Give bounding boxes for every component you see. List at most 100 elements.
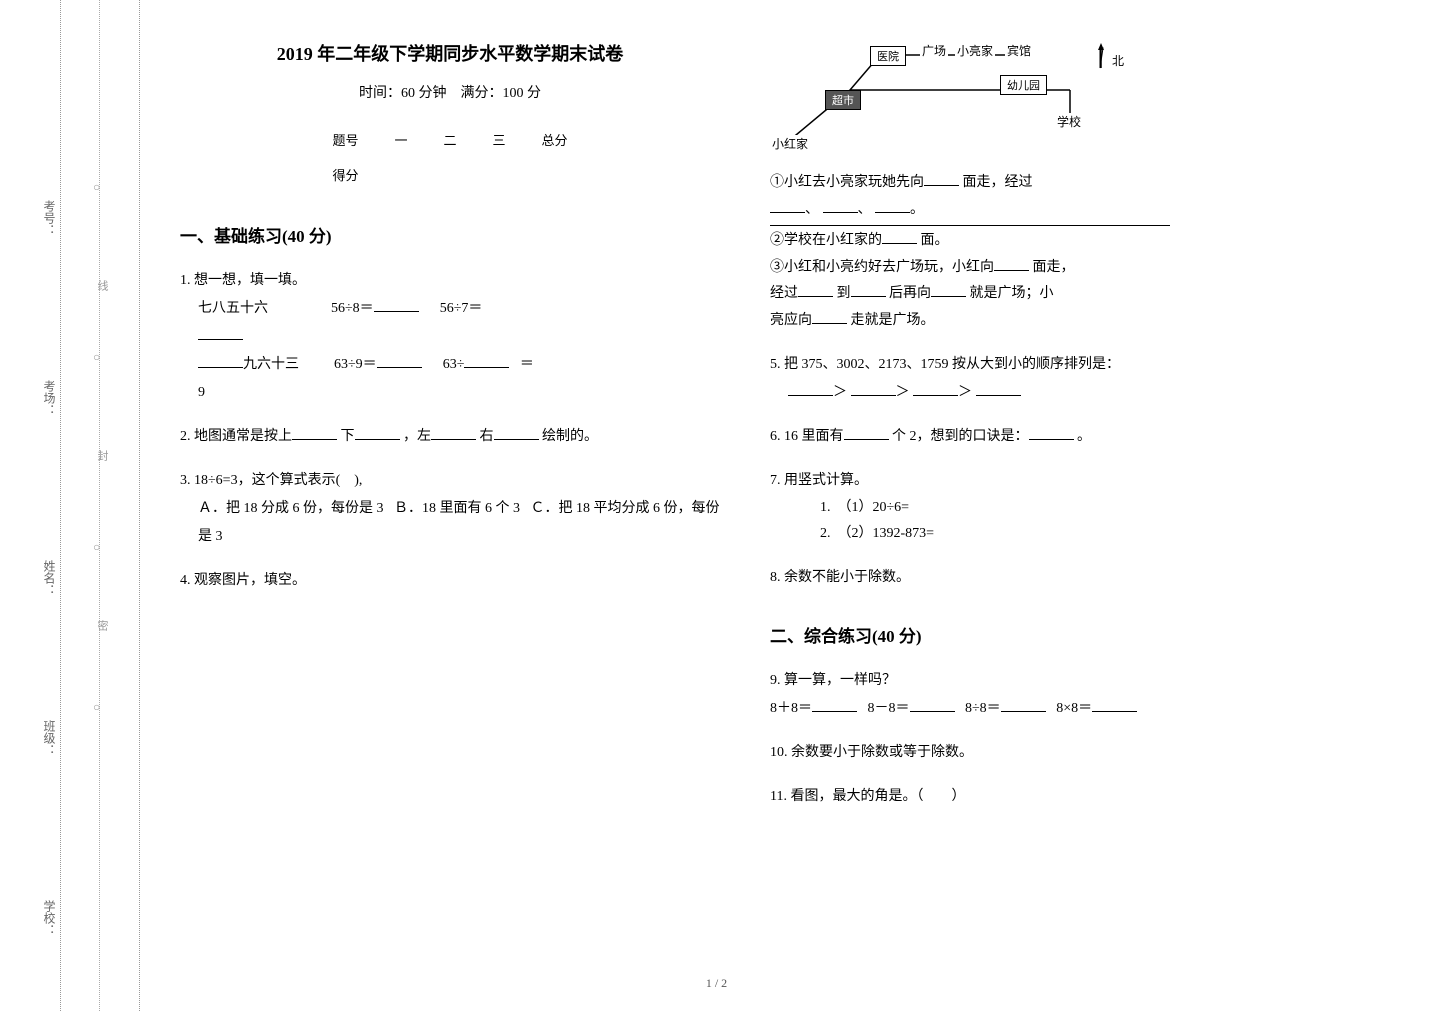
fill-blank	[1092, 698, 1137, 712]
score-header-2: 二	[425, 122, 474, 157]
q5-answer-line: ＞ ＞ ＞	[788, 379, 1290, 407]
q2-suffix: 绘制的。	[542, 429, 598, 444]
q2-num: 2.	[180, 429, 191, 444]
q4-sub1-b: 面走，经过	[963, 175, 1033, 190]
q4-sub2-b: 面。	[921, 233, 949, 248]
q8-num: 8.	[770, 570, 781, 585]
q8-text: 余数不能小于除数。	[784, 570, 910, 585]
fill-blank	[377, 354, 422, 368]
q4-sub2: ②学校在小红家的 面。	[770, 228, 1290, 255]
fill-blank	[882, 230, 917, 244]
question-4: 4. 观察图片，填空。	[180, 567, 720, 595]
fill-blank	[851, 283, 886, 297]
fill-blank	[198, 354, 243, 368]
fill-blank	[1001, 698, 1046, 712]
fill-blank	[431, 426, 476, 440]
q1-line1-a: 七八五十六	[198, 301, 268, 316]
q9-expr1: 8＋8＝	[770, 701, 812, 716]
q3-num: 3.	[180, 473, 191, 488]
q7-sublist: 1. （1）20÷6= 2. （2）1392-873=	[820, 495, 1290, 548]
fill-blank	[875, 199, 910, 213]
fill-blank	[812, 310, 847, 324]
score-cell	[376, 157, 425, 192]
q4-text: 观察图片，填空。	[194, 573, 306, 588]
score-header-1: 一	[376, 122, 425, 157]
q5-text: 把 375、3002、2173、1759 按从大到小的顺序排列是：	[784, 357, 1120, 372]
diagram-school: 学校	[1055, 113, 1083, 130]
q4-sub1-a: ①小红去小亮家玩她先向	[770, 175, 924, 190]
q10-text: 余数要小于除数或等于除数。	[791, 745, 973, 760]
q9-expressions: 8＋8＝ 8－8＝ 8÷8＝ 8×8＝	[770, 695, 1290, 723]
q7-sub1-num: 1.	[820, 500, 831, 515]
q4-sub3-g: 亮应向	[770, 313, 812, 328]
q4-sub3-b: 面走，	[1033, 260, 1075, 275]
exam-title: 2019 年二年级下学期同步水平数学期末试卷	[180, 40, 720, 66]
q7-sub2-num: 2.	[820, 526, 831, 541]
fill-blank	[931, 283, 966, 297]
fill-blank	[788, 382, 833, 396]
content-columns: 2019 年二年级下学期同步水平数学期末试卷 时间：60 分钟 满分：100 分…	[180, 40, 1400, 827]
binding-label-room: 考场：	[41, 380, 58, 416]
q1-line1: 七八五十六 56÷8＝ 56÷7＝	[198, 295, 720, 351]
binding-strip: 学校： 班级： 姓名： 考场： 考号： ○ ○ ○ ○ 密 封 线	[60, 0, 140, 1011]
fill-blank	[464, 354, 509, 368]
score-cell	[524, 157, 586, 192]
left-column: 2019 年二年级下学期同步水平数学期末试卷 时间：60 分钟 满分：100 分…	[180, 40, 750, 827]
fill-blank	[913, 382, 958, 396]
seal-char-xian: 线	[94, 280, 110, 291]
fill-blank	[910, 698, 955, 712]
q9-num: 9.	[770, 673, 781, 688]
q4-sub2-a: ②学校在小红家的	[770, 233, 882, 248]
section1-title: 一、基础练习(40 分)	[180, 222, 720, 247]
binding-label-class: 班级：	[41, 720, 58, 756]
score-header-num: 题号	[314, 122, 376, 157]
gt-3: ＞	[958, 385, 972, 400]
seal-char-mi: 密	[94, 620, 110, 631]
gt-2: ＞	[896, 385, 910, 400]
divider-line	[770, 225, 1170, 226]
binding-label-name: 姓名：	[41, 560, 58, 596]
diagram-hospital: 医院	[870, 46, 906, 66]
q5-num: 5.	[770, 357, 781, 372]
q4-subquestions: ①小红去小亮家玩她先向 面走，经过 、 、 。 ②学校在小红家的 面。 ③小红和…	[770, 170, 1290, 335]
fill-blank	[494, 426, 539, 440]
fill-blank	[823, 199, 858, 213]
score-header-3: 三	[475, 122, 524, 157]
q7-num: 7.	[770, 473, 781, 488]
diagram-xiaohong: 小红家	[770, 135, 810, 152]
q6-mid: 个 2，想到的口诀是：	[892, 429, 1029, 444]
seal-char-feng: 封	[94, 450, 110, 461]
full-score-label: 满分：100 分	[461, 86, 542, 101]
q7-text: 用竖式计算。	[784, 473, 868, 488]
fill-blank	[994, 257, 1029, 271]
q4-diagram: 医院 广场 小亮家 宾馆 幼儿园 超市 学校 小红家 北	[770, 40, 1140, 160]
question-5: 5. 把 375、3002、2173、1759 按从大到小的顺序排列是： ＞ ＞…	[770, 351, 1290, 407]
q4-sub1: ①小红去小亮家玩她先向 面走，经过 、 、 。	[770, 170, 1290, 223]
q9-expr4: 8×8＝	[1056, 701, 1092, 716]
q7-sub1-text: （1）20÷6=	[838, 500, 910, 515]
diagram-supermarket: 超市	[825, 90, 861, 110]
q10-num: 10.	[770, 745, 788, 760]
q2-mid1: 下	[341, 429, 355, 444]
score-row-label: 得分	[314, 157, 376, 192]
q4-sub3-e: 后再向	[889, 286, 931, 301]
score-cell	[425, 157, 474, 192]
score-header-total: 总分	[524, 122, 586, 157]
q4-sub3-c: 经过	[770, 286, 798, 301]
q1-num: 1.	[180, 273, 191, 288]
q4-sub3-d: 到	[837, 286, 851, 301]
score-table: 题号 一 二 三 总分 得分	[314, 122, 585, 192]
q1-line2-a: 九六十三	[243, 357, 299, 372]
table-row: 题号 一 二 三 总分	[314, 122, 585, 157]
fill-blank	[844, 426, 889, 440]
diagram-plaza: 广场	[920, 42, 948, 59]
question-8: 8. 余数不能小于除数。	[770, 564, 1290, 592]
q9-expr2: 8－8＝	[868, 701, 910, 716]
q1-expr-4a: 63÷	[443, 357, 465, 372]
fill-blank	[292, 426, 337, 440]
fill-blank	[798, 283, 833, 297]
q1-expr-4c: 9	[198, 385, 205, 400]
fill-blank	[851, 382, 896, 396]
q1-expr-2: 56÷7＝	[440, 301, 483, 316]
q7-sub2-text: （2）1392-873=	[838, 526, 935, 541]
